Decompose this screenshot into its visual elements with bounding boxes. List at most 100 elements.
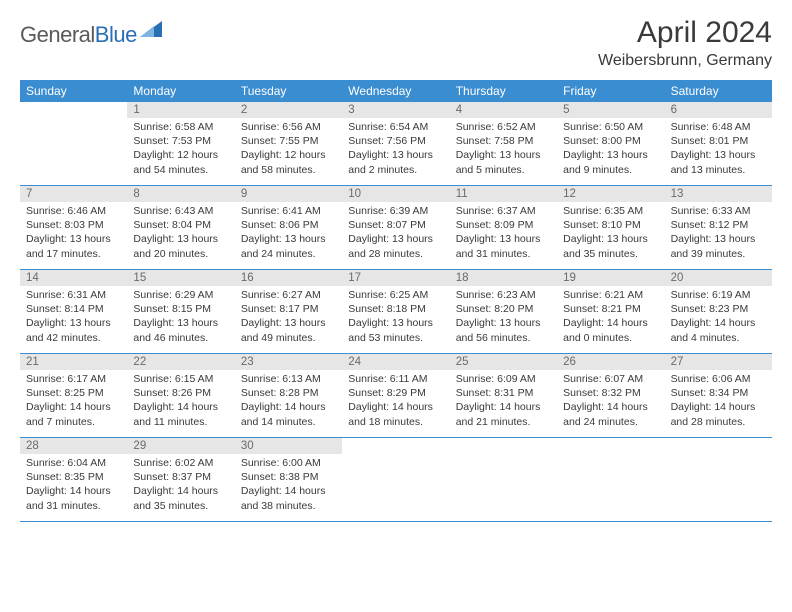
day-number: 22 — [127, 354, 234, 370]
day-cell: 15Sunrise: 6:29 AMSunset: 8:15 PMDayligh… — [127, 270, 234, 354]
logo: GeneralBlue — [20, 22, 162, 48]
day-cell — [557, 438, 664, 522]
day-cell — [665, 438, 772, 522]
day-cell — [342, 438, 449, 522]
day-cell: 11Sunrise: 6:37 AMSunset: 8:09 PMDayligh… — [450, 186, 557, 270]
weekday-header: Friday — [557, 80, 664, 102]
day-cell: 26 Sunrise: 6:07 AMSunset: 8:32 PMDayligh… — [557, 354, 664, 438]
day-number: 23 — [235, 354, 342, 370]
day-number: 10 — [342, 186, 449, 202]
day-info: Sunrise: 6:58 AMSunset: 7:53 PMDaylight:… — [127, 120, 234, 177]
week-row: 7 Sunrise: 6:46 AMSunset: 8:03 PMDaylight… — [20, 186, 772, 270]
day-info: Sunrise: 6:50 AMSunset: 8:00 PMDaylight:… — [557, 120, 664, 177]
day-info: Sunrise: 6:43 AMSunset: 8:04 PMDaylight:… — [127, 204, 234, 261]
day-cell: 30Sunrise: 6:00 AMSunset: 8:38 PMDayligh… — [235, 438, 342, 522]
day-info: Sunrise: 6:13 AMSunset: 8:28 PMDaylight:… — [235, 372, 342, 429]
logo-triangle-icon — [140, 19, 162, 40]
day-number: 9 — [235, 186, 342, 202]
day-info: Sunrise: 6:02 AMSunset: 8:37 PMDaylight:… — [127, 456, 234, 513]
day-cell: 23 Sunrise: 6:13 AMSunset: 8:28 PMDayligh… — [235, 354, 342, 438]
day-number — [20, 102, 127, 118]
day-info: Sunrise: 6:33 AMSunset: 8:12 PMDaylight:… — [665, 204, 772, 261]
day-info: Sunrise: 6:11 AMSunset: 8:29 PMDaylight:… — [342, 372, 449, 429]
day-cell: 22 Sunrise: 6:15 AMSunset: 8:26 PMDayligh… — [127, 354, 234, 438]
day-number: 14 — [20, 270, 127, 286]
day-cell: 12Sunrise: 6:35 AMSunset: 8:10 PMDayligh… — [557, 186, 664, 270]
day-cell: 28 Sunrise: 6:04 AMSunset: 8:35 PMDayligh… — [20, 438, 127, 522]
day-info: Sunrise: 6:41 AMSunset: 8:06 PMDaylight:… — [235, 204, 342, 261]
day-info: Sunrise: 6:52 AMSunset: 7:58 PMDaylight:… — [450, 120, 557, 177]
day-number: 19 — [557, 270, 664, 286]
calendar: SundayMondayTuesdayWednesdayThursdayFrid… — [20, 80, 772, 522]
day-number: 24 — [342, 354, 449, 370]
day-cell: 24 Sunrise: 6:11 AMSunset: 8:29 PMDayligh… — [342, 354, 449, 438]
day-number — [450, 438, 557, 454]
day-info: Sunrise: 6:27 AMSunset: 8:17 PMDaylight:… — [235, 288, 342, 345]
day-number: 1 — [127, 102, 234, 118]
day-number: 7 — [20, 186, 127, 202]
day-number — [342, 438, 449, 454]
day-number — [557, 438, 664, 454]
day-info: Sunrise: 6:09 AMSunset: 8:31 PMDaylight:… — [450, 372, 557, 429]
day-number: 25 — [450, 354, 557, 370]
day-info: Sunrise: 6:54 AMSunset: 7:56 PMDaylight:… — [342, 120, 449, 177]
day-number: 3 — [342, 102, 449, 118]
day-number: 27 — [665, 354, 772, 370]
day-info: Sunrise: 6:19 AMSunset: 8:23 PMDaylight:… — [665, 288, 772, 345]
day-number — [665, 438, 772, 454]
day-cell: 17 Sunrise: 6:25 AMSunset: 8:18 PMDayligh… — [342, 270, 449, 354]
weekday-header: Thursday — [450, 80, 557, 102]
day-cell: 2 Sunrise: 6:56 AMSunset: 7:55 PMDaylight… — [235, 102, 342, 186]
calendar-page: GeneralBlue April 2024 Weibersbrunn, Ger… — [0, 0, 792, 534]
day-number: 20 — [665, 270, 772, 286]
day-info: Sunrise: 6:04 AMSunset: 8:35 PMDaylight:… — [20, 456, 127, 513]
day-cell: 8 Sunrise: 6:43 AMSunset: 8:04 PMDaylight… — [127, 186, 234, 270]
day-number: 2 — [235, 102, 342, 118]
day-cell: 4Sunrise: 6:52 AMSunset: 7:58 PMDaylight… — [450, 102, 557, 186]
day-number: 6 — [665, 102, 772, 118]
day-info: Sunrise: 6:35 AMSunset: 8:10 PMDaylight:… — [557, 204, 664, 261]
day-number: 28 — [20, 438, 127, 454]
day-number: 29 — [127, 438, 234, 454]
day-info: Sunrise: 6:48 AMSunset: 8:01 PMDaylight:… — [665, 120, 772, 177]
weekday-header: Sunday — [20, 80, 127, 102]
day-number: 11 — [450, 186, 557, 202]
day-cell: 1 Sunrise: 6:58 AMSunset: 7:53 PMDaylight… — [127, 102, 234, 186]
day-info: Sunrise: 6:39 AMSunset: 8:07 PMDaylight:… — [342, 204, 449, 261]
day-number: 15 — [127, 270, 234, 286]
day-number: 21 — [20, 354, 127, 370]
day-cell — [20, 102, 127, 186]
day-cell: 3 Sunrise: 6:54 AMSunset: 7:56 PMDaylight… — [342, 102, 449, 186]
day-info: Sunrise: 6:46 AMSunset: 8:03 PMDaylight:… — [20, 204, 127, 261]
weekday-header: Monday — [127, 80, 234, 102]
day-cell: 16 Sunrise: 6:27 AMSunset: 8:17 PMDayligh… — [235, 270, 342, 354]
day-cell: 7 Sunrise: 6:46 AMSunset: 8:03 PMDaylight… — [20, 186, 127, 270]
day-info: Sunrise: 6:07 AMSunset: 8:32 PMDaylight:… — [557, 372, 664, 429]
day-info: Sunrise: 6:31 AMSunset: 8:14 PMDaylight:… — [20, 288, 127, 345]
day-number: 17 — [342, 270, 449, 286]
day-cell: 27Sunrise: 6:06 AMSunset: 8:34 PMDayligh… — [665, 354, 772, 438]
day-number: 26 — [557, 354, 664, 370]
title-block: April 2024 Weibersbrunn, Germany — [598, 16, 772, 70]
day-number: 16 — [235, 270, 342, 286]
day-cell: 18Sunrise: 6:23 AMSunset: 8:20 PMDayligh… — [450, 270, 557, 354]
month-title: April 2024 — [598, 16, 772, 50]
day-number: 8 — [127, 186, 234, 202]
weekday-header: Tuesday — [235, 80, 342, 102]
header: GeneralBlue April 2024 Weibersbrunn, Ger… — [20, 16, 772, 70]
day-cell: 13Sunrise: 6:33 AMSunset: 8:12 PMDayligh… — [665, 186, 772, 270]
day-info: Sunrise: 6:21 AMSunset: 8:21 PMDaylight:… — [557, 288, 664, 345]
day-number: 30 — [235, 438, 342, 454]
day-info: Sunrise: 6:25 AMSunset: 8:18 PMDaylight:… — [342, 288, 449, 345]
day-number: 18 — [450, 270, 557, 286]
day-cell — [450, 438, 557, 522]
day-info: Sunrise: 6:56 AMSunset: 7:55 PMDaylight:… — [235, 120, 342, 177]
day-cell: 20 Sunrise: 6:19 AMSunset: 8:23 PMDayligh… — [665, 270, 772, 354]
day-number: 5 — [557, 102, 664, 118]
day-info: Sunrise: 6:15 AMSunset: 8:26 PMDaylight:… — [127, 372, 234, 429]
week-row: 28 Sunrise: 6:04 AMSunset: 8:35 PMDayligh… — [20, 438, 772, 522]
location: Weibersbrunn, Germany — [598, 52, 772, 70]
week-row: 21Sunrise: 6:17 AMSunset: 8:25 PMDayligh… — [20, 354, 772, 438]
week-row: 1 Sunrise: 6:58 AMSunset: 7:53 PMDaylight… — [20, 102, 772, 186]
day-cell: 25 Sunrise: 6:09 AMSunset: 8:31 PMDayligh… — [450, 354, 557, 438]
